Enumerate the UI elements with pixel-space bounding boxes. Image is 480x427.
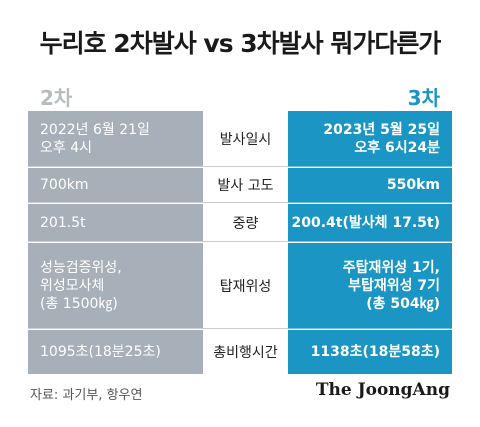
cell-line: 오후 4시 [40,139,92,156]
cell-line: (총 1500㎏) [40,295,118,312]
label-flight-time: 총비행시간 [203,330,288,374]
third-launch-header: 3차 [407,86,440,110]
cell-line: 부탑재위성 7기 [348,277,440,294]
row-weight: 201.5t 중량 200.4t(발사체 17.5t) [28,204,452,243]
third-launch-datetime: 2023년 5월 25일 오후 6시24분 [288,111,452,167]
third-launch-flight-time: 1138초(18분58초) [288,330,452,374]
source-note: 자료: 과기부, 항우연 [30,388,143,403]
comparison-table: 2022년 6월 21일 오후 4시 발사일시 2023년 5월 25일 오후 … [28,111,452,374]
cell-line: 2022년 6월 21일 [40,121,150,138]
second-launch-header: 2차 [40,86,73,110]
brand-logo: The JoongAng [315,380,450,400]
second-launch-weight: 201.5t [28,204,203,242]
cell-line: 550km [386,177,440,193]
third-launch-weight: 200.4t(발사체 17.5t) [288,204,452,242]
cell-line: 오후 6시24분 [354,139,440,156]
cell-line: 201.5t [40,214,86,231]
second-launch-payload: 성능검증위성, 위성모사체 (총 1500㎏) [28,243,203,329]
third-launch-altitude: 550km [288,168,452,203]
label-launch-datetime: 발사일시 [203,111,288,167]
cell-line: 1138초(18분58초) [310,344,440,360]
row-flight-time: 1095초(18분25초) 총비행시간 1138초(18분58초) [28,330,452,374]
label-payload: 탑재위성 [203,243,288,329]
cell-line: 성능검증위성, [40,259,122,276]
cell-line: 700km [40,177,89,193]
second-launch-altitude: 700km [28,168,203,203]
row-launch-altitude: 700km 발사 고도 550km [28,168,452,204]
second-launch-datetime: 2022년 6월 21일 오후 4시 [28,111,203,167]
cell-line: 위성모사체 [40,277,105,294]
cell-line: (총 504㎏) [366,295,440,312]
cell-line: 주탑재위성 1기, [342,259,440,276]
third-launch-payload: 주탑재위성 1기, 부탑재위성 7기 (총 504㎏) [288,243,452,329]
row-payload: 성능검증위성, 위성모사체 (총 1500㎏) 탑재위성 주탑재위성 1기, 부… [28,243,452,330]
infographic-title: 누리호 2차발사 vs 3차발사 뭐가다른가 [39,29,442,58]
label-launch-altitude: 발사 고도 [203,168,288,203]
label-weight: 중량 [203,204,288,242]
cell-line: 1095초(18분25초) [40,344,161,360]
row-launch-datetime: 2022년 6월 21일 오후 4시 발사일시 2023년 5월 25일 오후 … [28,111,452,168]
second-launch-flight-time: 1095초(18분25초) [28,330,203,374]
cell-line: 200.4t(발사체 17.5t) [291,214,440,231]
cell-line: 2023년 5월 25일 [323,121,440,138]
